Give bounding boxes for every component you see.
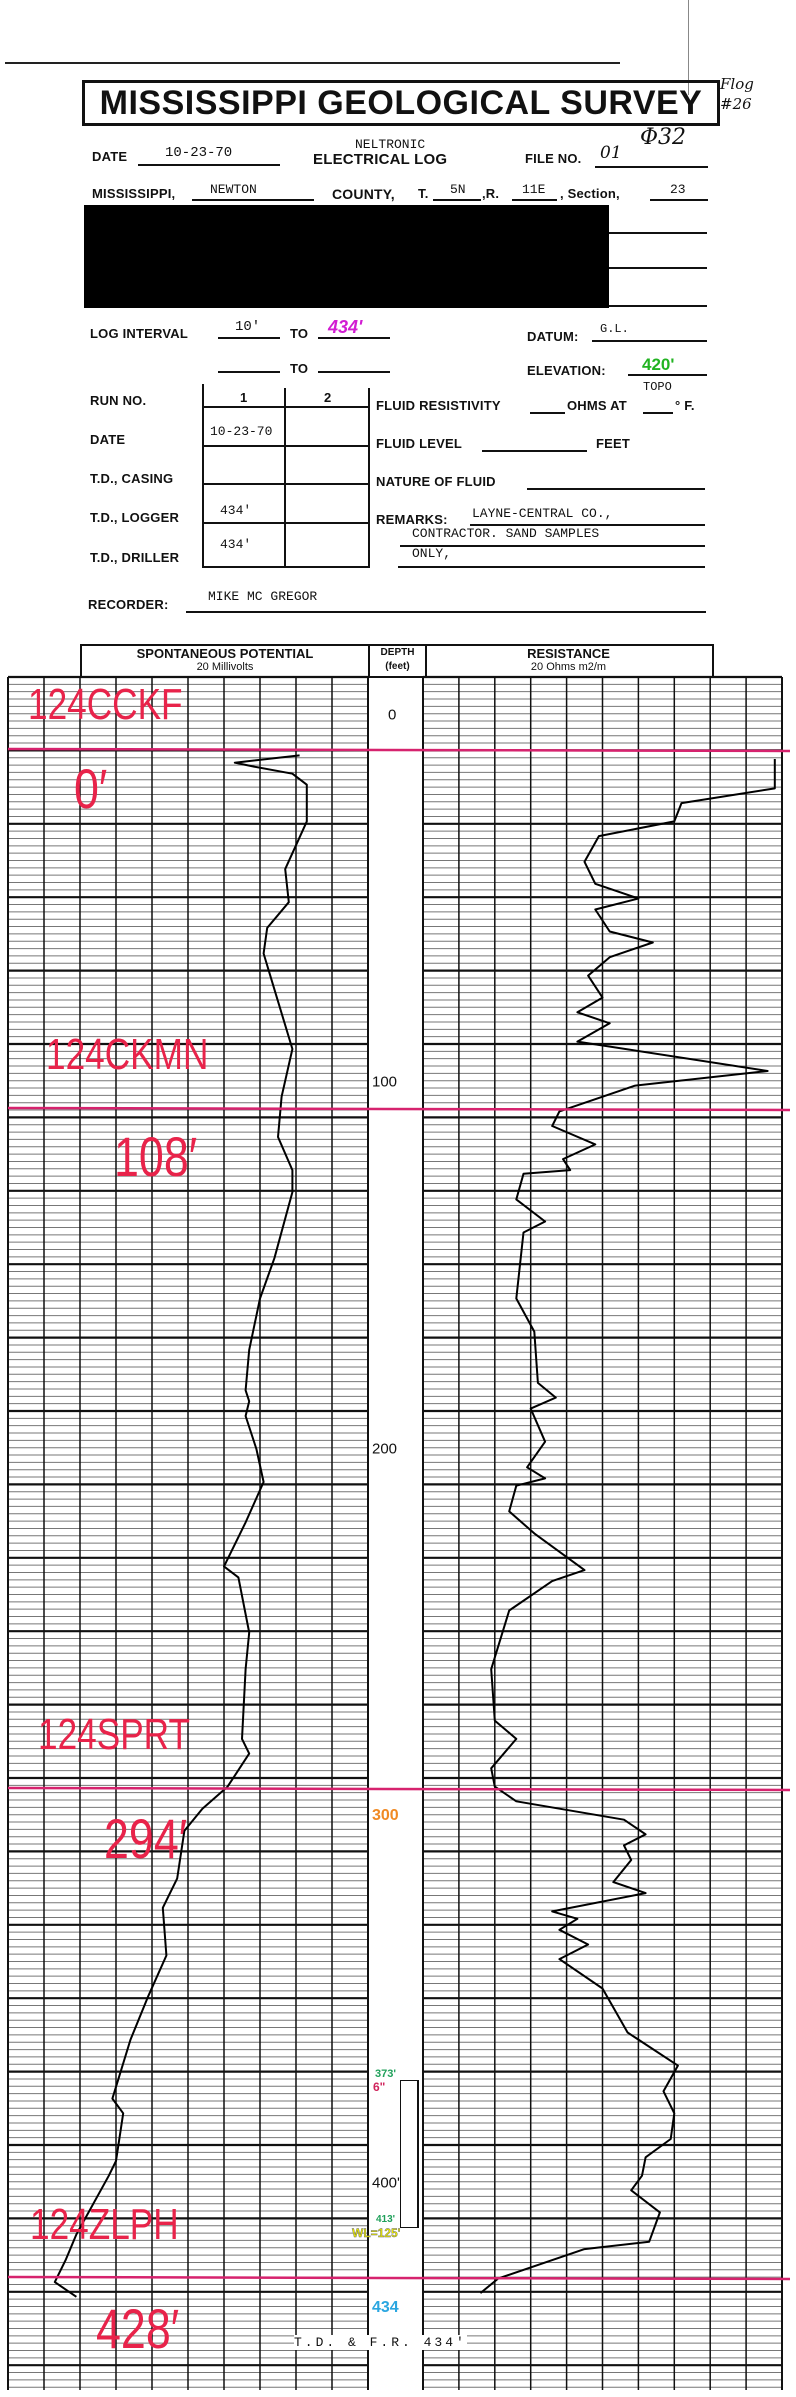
casing-top-label: 373'	[375, 2068, 396, 2080]
date-label: DATE	[92, 149, 128, 164]
recorder-label: RECORDER:	[88, 597, 169, 612]
scan-line	[688, 0, 689, 95]
file-no-label: FILE NO.	[525, 151, 582, 166]
sp-scale: 20 Millivolts	[196, 661, 254, 673]
res-header: RESISTANCE 20 Ohms m2/m	[427, 646, 710, 676]
formation-top-line	[7, 2275, 791, 2281]
pick-code: 124CCKF	[28, 680, 183, 729]
to-label-2: TO	[290, 361, 309, 376]
td-logger-label: T.D., LOGGER	[90, 510, 180, 525]
elevation-value: 420'	[642, 355, 675, 374]
township-label: T.	[418, 186, 429, 201]
run-no-label: RUN NO.	[90, 393, 147, 408]
depth-label: 200	[372, 1440, 398, 1458]
run-date-label: DATE	[90, 432, 126, 447]
depth-label: 400'	[372, 2174, 400, 2192]
log-interval-from: 10'	[235, 319, 261, 335]
elevation-note: TOPO	[643, 380, 672, 394]
recorder-value: MIKE MC GREGOR	[208, 589, 318, 604]
depth-header: DEPTH (feet)	[368, 646, 427, 676]
pick-depth: 294′	[104, 1807, 188, 1870]
pick-depth: 428′	[96, 2297, 180, 2360]
log-interval-to: 434'	[328, 317, 363, 337]
handwritten-number: Φ32	[640, 125, 687, 150]
township-value: 5N	[450, 182, 466, 197]
casing-bracket	[400, 2080, 419, 2228]
td-driller-label: T.D., DRILLER	[90, 550, 180, 565]
ohms-at-label: OHMS AT	[567, 398, 627, 413]
remarks-label: REMARKS:	[376, 512, 448, 527]
water-level-label: WL=125'	[352, 2226, 401, 2240]
casing-size-label: 6"	[373, 2080, 386, 2094]
to-label: TO	[290, 326, 309, 341]
pick-depth: 108′	[114, 1125, 198, 1188]
td-casing-label: T.D., CASING	[90, 471, 174, 486]
sp-header: SPONTANEOUS POTENTIAL 20 Millivolts	[82, 646, 368, 676]
total-depth-note: T.D. & F.R. 434'	[294, 2335, 467, 2350]
log-type-top: NELTRONIC	[355, 137, 426, 152]
handwritten-flag: Flog #26	[720, 75, 754, 113]
res-title: RESISTANCE	[527, 646, 610, 661]
redaction-block	[84, 205, 609, 308]
casing-bottom-label: 413'	[376, 2214, 396, 2225]
pick-code: 124SPRT	[38, 1710, 190, 1759]
elevation-label: ELEVATION:	[527, 363, 606, 378]
log-header: SPONTANEOUS POTENTIAL 20 Millivolts DEPT…	[80, 644, 714, 678]
fluid-resistivity-label: FLUID RESISTIVITY	[376, 398, 501, 413]
depth-label: 0	[388, 706, 397, 724]
run1-td-logger: 434'	[220, 503, 252, 518]
log-interval-label: LOG INTERVAL	[90, 326, 188, 341]
resistance-curve	[479, 759, 776, 2294]
scan-line	[5, 62, 620, 64]
deg-f-label: ° F.	[675, 398, 695, 413]
datum-label: DATUM:	[527, 329, 579, 344]
county-label: COUNTY,	[332, 186, 395, 202]
depth-unit: (feet)	[385, 661, 410, 672]
run-col-2: 2	[324, 390, 332, 405]
date-value: 10-23-70	[165, 145, 233, 161]
county-value: NEWTON	[210, 182, 257, 197]
run1-date: 10-23-70	[210, 424, 273, 439]
sp-curve	[53, 754, 308, 2298]
formation-top-line	[7, 1786, 791, 1792]
run1-td-driller: 434'	[220, 537, 252, 552]
datum-value: G.L.	[600, 322, 629, 336]
state-label: MISSISSIPPI,	[92, 186, 176, 201]
pick-code: 124ZLPH	[30, 2200, 179, 2249]
range-label: ,R.	[482, 186, 500, 201]
remarks-line-2: CONTRACTOR. SAND SAMPLES	[412, 526, 600, 541]
nature-of-fluid-label: NATURE OF FLUID	[376, 474, 496, 489]
pick-depth: 0′	[74, 757, 108, 820]
log-type: ELECTRICAL LOG	[313, 151, 448, 168]
run-col-1: 1	[240, 390, 248, 405]
file-no-value: 01	[600, 143, 622, 163]
depth-label: 300	[372, 1807, 399, 1824]
section-label: , Section,	[560, 186, 620, 201]
formation-top-line	[7, 1106, 791, 1112]
feet-label: FEET	[596, 436, 631, 451]
formation-top-line	[7, 747, 791, 753]
remarks-line-1: LAYNE-CENTRAL CO.,	[472, 506, 613, 521]
remarks-line-3: ONLY,	[412, 546, 452, 561]
pick-code: 124CKMN	[46, 1030, 209, 1079]
range-value: 11E	[522, 182, 546, 197]
depth-title: DEPTH	[380, 647, 415, 658]
sp-title: SPONTANEOUS POTENTIAL	[136, 646, 314, 661]
fluid-level-label: FLUID LEVEL	[376, 436, 462, 451]
page-title: MISSISSIPPI GEOLOGICAL SURVEY	[99, 83, 703, 122]
res-scale: 20 Ohms m2/m	[530, 661, 607, 673]
depth-label: 434	[372, 2298, 399, 2316]
title-box: MISSISSIPPI GEOLOGICAL SURVEY	[82, 80, 720, 126]
depth-label: 100	[372, 1073, 398, 1091]
section-value: 23	[670, 182, 686, 197]
